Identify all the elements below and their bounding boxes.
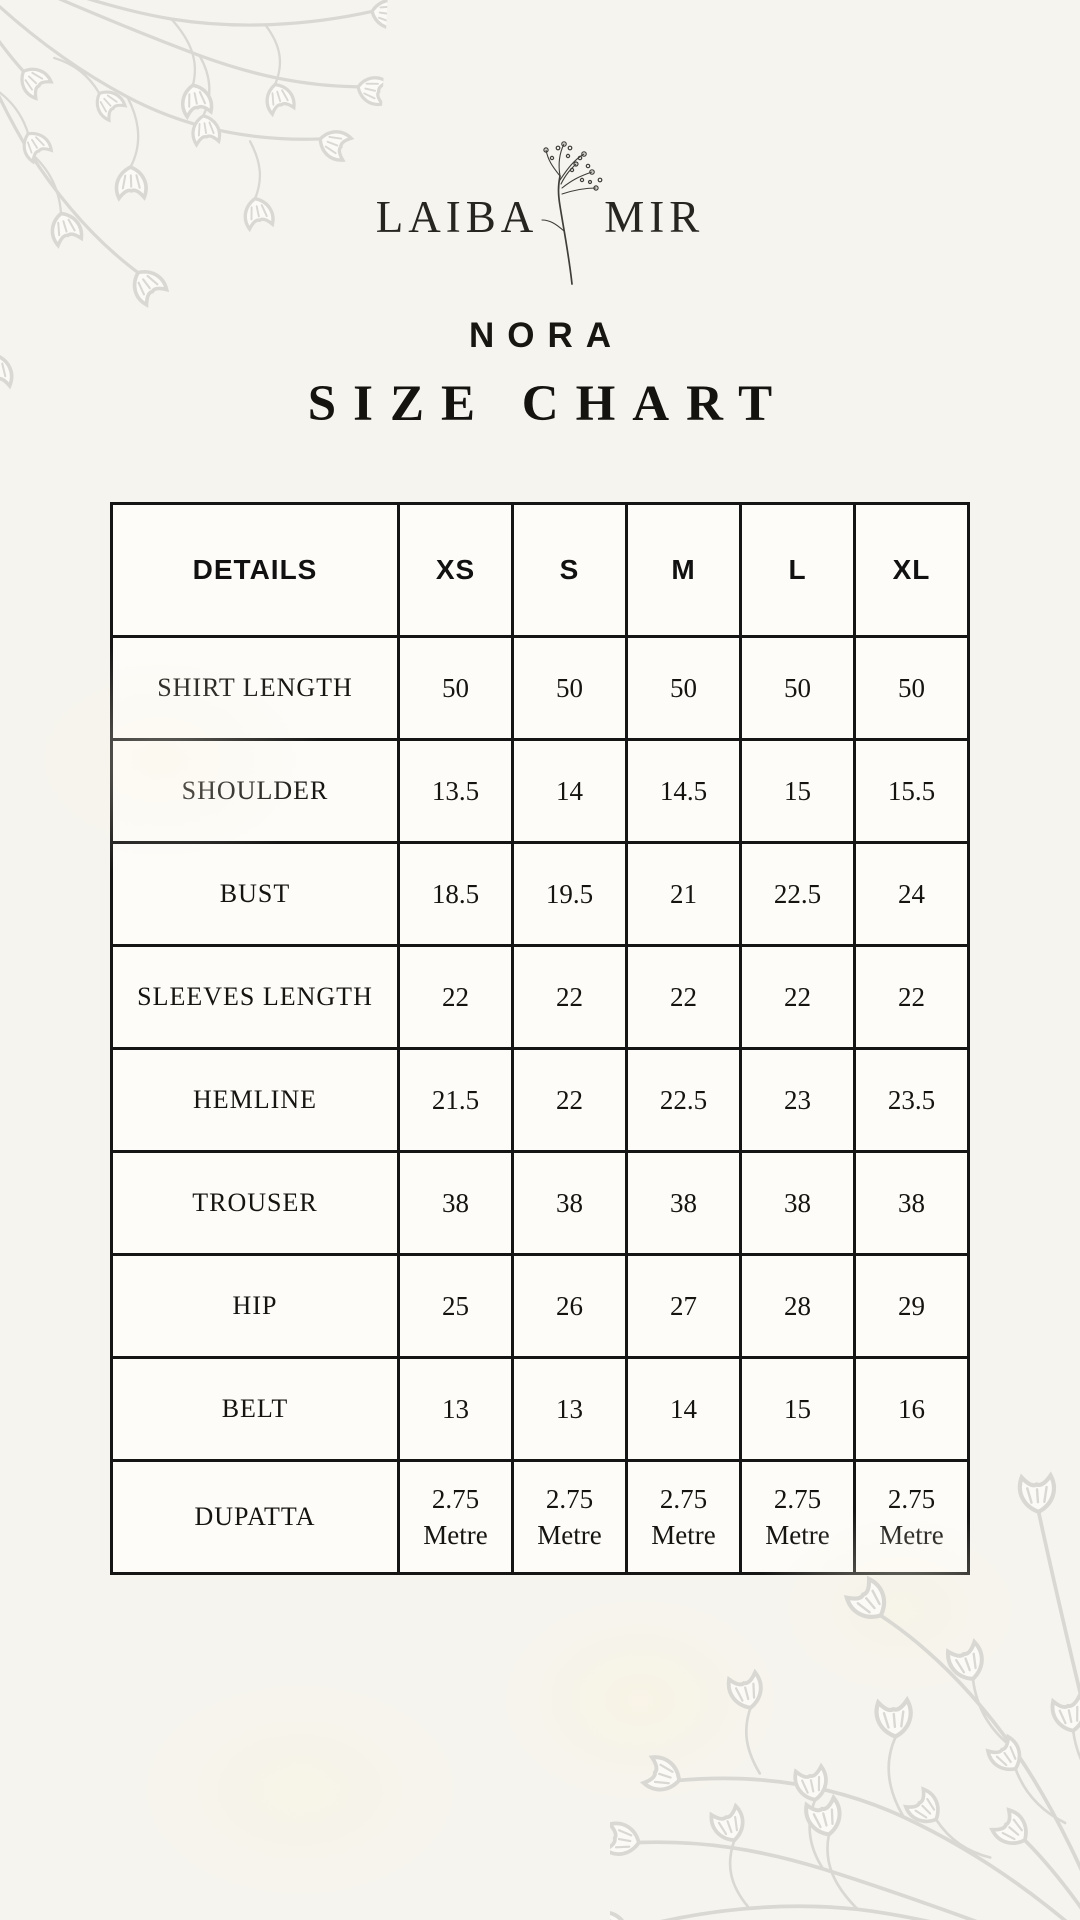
- size-value: 22: [625, 944, 742, 1050]
- size-value: 2.75 Metre: [397, 1459, 514, 1575]
- product-name: NORA: [468, 316, 625, 355]
- size-value: 25: [397, 1253, 514, 1359]
- size-value: 21: [625, 841, 742, 947]
- header-row: DETAILS XS S M L XL: [110, 502, 970, 638]
- table-row-dupatta: DUPATTA 2.75 Metre 2.75 Metre 2.75 Metre…: [110, 1459, 970, 1575]
- brand-logo: LAIBA: [0, 118, 1080, 285]
- size-value: 16: [853, 1356, 970, 1462]
- size-value: 27: [625, 1253, 742, 1359]
- size-value: 2.75 Metre: [511, 1459, 628, 1575]
- size-value: 15: [739, 1356, 856, 1462]
- column-header-xs: XS: [397, 502, 514, 638]
- row-label: HIP: [110, 1253, 400, 1359]
- table-row-trouser: TROUSER 38 38 38 38 38: [110, 1150, 970, 1256]
- size-value: 2.75 Metre: [853, 1459, 970, 1575]
- size-value: 21.5: [397, 1047, 514, 1153]
- row-label: HEMLINE: [110, 1047, 400, 1153]
- size-value: 22: [739, 944, 856, 1050]
- size-value: 13.5: [397, 738, 514, 844]
- size-value: 50: [853, 635, 970, 741]
- size-value: 22: [511, 1047, 628, 1153]
- size-value: 50: [739, 635, 856, 741]
- size-value: 15: [739, 738, 856, 844]
- size-value: 22.5: [739, 841, 856, 947]
- column-header-xl: XL: [853, 502, 970, 638]
- table-row-hip: HIP 25 26 27 28 29: [110, 1253, 970, 1359]
- size-value: 22: [511, 944, 628, 1050]
- table-row-shoulder: SHOULDER 13.5 14 14.5 15 15.5: [110, 738, 970, 844]
- size-value: 38: [739, 1150, 856, 1256]
- size-value: 18.5: [397, 841, 514, 947]
- column-header-l: L: [739, 502, 856, 638]
- brand-name-right: MIR: [604, 192, 705, 242]
- size-value: 14.5: [625, 738, 742, 844]
- size-value: 50: [625, 635, 742, 741]
- size-value: 14: [511, 738, 628, 844]
- size-chart-table: DETAILS XS S M L XL SHIRT LENGTH 50 50 5…: [110, 502, 970, 1575]
- size-value: 15.5: [853, 738, 970, 844]
- column-header-m: M: [625, 502, 742, 638]
- size-value: 13: [511, 1356, 628, 1462]
- brand-name-left: LAIBA: [375, 192, 539, 242]
- size-value: 26: [511, 1253, 628, 1359]
- size-value: 23.5: [853, 1047, 970, 1153]
- size-value: 24: [853, 841, 970, 947]
- size-value: 22: [853, 944, 970, 1050]
- table-row-bust: BUST 18.5 19.5 21 22.5 24: [110, 841, 970, 947]
- size-value: 38: [511, 1150, 628, 1256]
- table-row-belt: BELT 13 13 14 15 16: [110, 1356, 970, 1462]
- page-title: SIZE CHART: [307, 376, 790, 432]
- size-value: 29: [853, 1253, 970, 1359]
- row-label: SLEEVES LENGTH: [110, 944, 400, 1050]
- size-value: 22.5: [625, 1047, 742, 1153]
- size-value: 22: [397, 944, 514, 1050]
- table-row-sleeves-length: SLEEVES LENGTH 22 22 22 22 22: [110, 944, 970, 1050]
- botanical-sprig-icon: [541, 141, 603, 285]
- size-value: 38: [853, 1150, 970, 1256]
- table-row-shirt-length: SHIRT LENGTH 50 50 50 50 50: [110, 635, 970, 741]
- row-label: BELT: [110, 1356, 400, 1462]
- row-label: BUST: [110, 841, 400, 947]
- row-label: SHOULDER: [110, 738, 400, 844]
- size-value: 2.75 Metre: [625, 1459, 742, 1575]
- size-value: 38: [397, 1150, 514, 1256]
- column-header-s: S: [511, 502, 628, 638]
- size-value: 14: [625, 1356, 742, 1462]
- row-label: DUPATTA: [110, 1459, 400, 1575]
- size-value: 28: [739, 1253, 856, 1359]
- size-value: 19.5: [511, 841, 628, 947]
- size-value: 2.75 Metre: [739, 1459, 856, 1575]
- table-row-hemline: HEMLINE 21.5 22 22.5 23 23.5: [110, 1047, 970, 1153]
- size-value: 13: [397, 1356, 514, 1462]
- row-label: TROUSER: [110, 1150, 400, 1256]
- size-value: 38: [625, 1150, 742, 1256]
- row-label: SHIRT LENGTH: [110, 635, 400, 741]
- column-header-details: DETAILS: [110, 502, 400, 638]
- size-value: 50: [511, 635, 628, 741]
- size-value: 50: [397, 635, 514, 741]
- size-value: 23: [739, 1047, 856, 1153]
